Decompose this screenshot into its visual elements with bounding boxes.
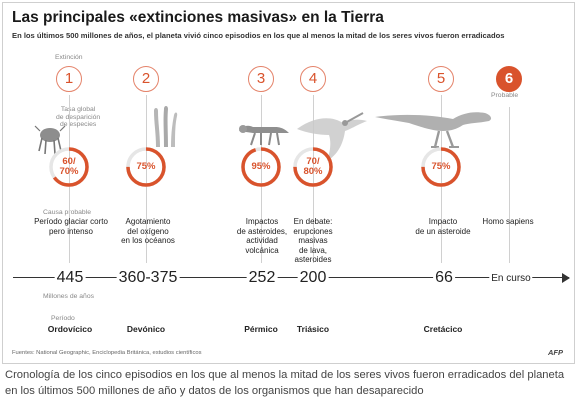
guide-line-6: [509, 107, 510, 263]
cause-3: Impactos de asteroides, actividad volcán…: [236, 217, 288, 255]
pterosaur-icon: [297, 112, 367, 161]
cause-label: Causa probable: [43, 209, 91, 216]
extinction-rate-text-3: 95%: [251, 161, 271, 172]
extinction-rate-3: 95%: [239, 145, 283, 189]
extinction-number-5: 5: [428, 66, 454, 92]
guide-line-2: [146, 95, 147, 263]
extinction-number-1: 1: [56, 66, 82, 92]
extinction-label: Extinción: [55, 54, 83, 61]
guide-line-5: [441, 95, 442, 263]
extinction-rate-4: 70/ 80%: [291, 145, 335, 189]
infographic: Las principales «extinciones masivas» en…: [2, 2, 575, 364]
cause-1: Período glaciar corto pero intenso: [34, 217, 108, 236]
time-4: 200: [297, 269, 329, 287]
extinction-rate-text-2: 75%: [136, 161, 156, 172]
cause-6: Homo sapiens: [482, 217, 534, 226]
millions-years-label: Millones de años: [43, 293, 95, 300]
extinction-number-4: 4: [300, 66, 326, 92]
extinction-rate-text-5: 75%: [431, 161, 451, 172]
cause-5: Impacto de un asteroide: [415, 217, 471, 236]
guide-line-3: [261, 95, 262, 263]
sources-note: Fuentes: National Geographic, Encicloped…: [12, 350, 202, 356]
image-caption: Cronología de los cinco episodios en los…: [5, 369, 565, 397]
period-2: Devónico: [126, 324, 166, 334]
time-3: 252: [246, 269, 278, 287]
time-1: 445: [54, 269, 86, 287]
extinction-rate-arc-5: [421, 147, 461, 187]
cause-4: En debate: erupciones masivas de lava, a…: [293, 217, 333, 264]
period-label: Período: [51, 315, 75, 322]
extinction-rate-5: 75%: [419, 145, 463, 189]
extinction-number-6: 6: [496, 66, 522, 92]
period-1: Ordovícico: [47, 324, 93, 334]
probable-label: Probable: [491, 92, 519, 99]
extinction-rate-1: 60/ 70%: [47, 145, 91, 189]
period-5: Cretácico: [423, 324, 463, 334]
reptile-skeleton-icon: [239, 125, 289, 146]
agency-logo: AFP: [548, 348, 563, 357]
guide-line-1: [69, 95, 70, 263]
time-6: En curso: [489, 273, 533, 284]
extinction-rate-arc-4: [293, 147, 333, 187]
rate-label-line-3: de especies: [59, 121, 97, 128]
extinction-number-3: 3: [248, 66, 274, 92]
period-3: Pérmico: [244, 324, 278, 334]
timeline-arrow-icon: [562, 273, 570, 283]
rate-label-line-2: de desparición: [56, 113, 101, 121]
dinosaur-skeleton-icon: [375, 112, 492, 148]
guide-line-4: [313, 95, 314, 263]
rate-label-line-1: Tasa global: [60, 106, 96, 113]
infographic-title: Las principales «extinciones masivas» en…: [12, 9, 384, 26]
extinction-rate-arc-3: [241, 147, 281, 187]
extinction-rate-text-4: 70/ 80%: [303, 156, 323, 177]
rate-label: Tasa global de desparición de especies: [56, 106, 100, 129]
trilobite-icon: [34, 125, 66, 155]
period-4: Triásico: [296, 324, 330, 334]
cause-2: Agotamiento del oxígeno en los océanos: [121, 217, 175, 245]
extinction-rate-arc-2: [126, 147, 166, 187]
extinction-rate-arc-1: [49, 147, 89, 187]
infographic-subtitle: En los últimos 500 millones de años, el …: [12, 31, 505, 40]
timeline-axis: [13, 277, 569, 278]
extinction-number-2: 2: [133, 66, 159, 92]
extinction-rate-2: 75%: [124, 145, 168, 189]
time-5: 66: [433, 269, 455, 287]
crinoid-icon: [154, 106, 178, 147]
time-2: 360-375: [116, 269, 180, 287]
extinction-rate-text-1: 60/ 70%: [59, 156, 79, 177]
